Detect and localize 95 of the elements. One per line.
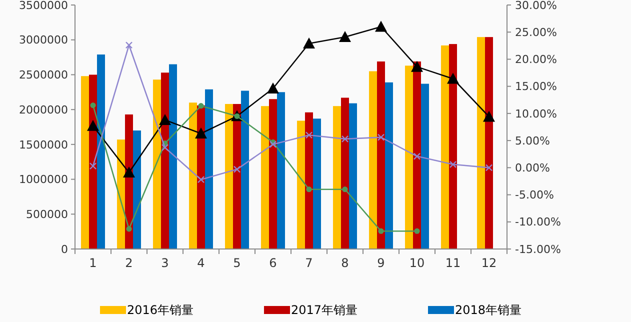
y2-tick-label: 15.00% [515,80,557,94]
bar [277,92,285,249]
point [303,38,315,48]
x-tick-label: 1 [89,256,97,270]
point [89,162,97,170]
y-tick-label: 1000000 [19,173,68,186]
bar [269,99,277,249]
bar [241,90,249,249]
y2-tick-label: 0.00% [515,162,550,175]
x-tick-label: 2 [125,256,133,270]
point [339,30,351,42]
point [123,166,135,178]
bar [169,64,177,249]
point [125,42,133,49]
point [447,72,459,84]
point [269,140,277,148]
y2-tick-label: -10.00% [515,216,561,229]
bar [485,37,493,249]
bar [189,102,197,249]
point [90,102,96,108]
bar [305,112,313,249]
bar [441,45,449,249]
x-tick-label: 8 [341,256,349,270]
bar [405,66,413,249]
bar [81,76,89,249]
point [377,134,385,141]
bar [377,61,385,249]
x-tick-label: 11 [445,256,461,270]
point [414,228,420,234]
y-tick-label: 3000000 [19,34,68,47]
bar [225,104,233,249]
point [341,135,349,143]
bar [449,44,457,249]
y-tick-label: 0 [61,242,68,256]
x-tick-label: 5 [233,256,241,270]
point [485,164,493,172]
bar [477,37,485,249]
bar [161,72,169,249]
y2-tick-label: 25.00% [515,26,557,39]
bar [133,130,141,249]
legend-label: 2018年销量 [455,303,522,317]
bar [413,61,421,249]
bar [205,89,213,249]
bar [369,71,377,249]
point [161,144,169,152]
point [159,114,171,125]
x-tick-label: 4 [197,256,205,270]
y-tick-label: 3500000 [19,0,68,12]
bar [341,98,349,249]
bar [261,106,269,249]
point [378,228,384,234]
bar [333,106,341,249]
bar [385,82,393,249]
bar [117,140,125,249]
point [306,186,312,192]
point [305,132,313,139]
x-tick-label: 10 [409,256,425,270]
point [267,82,279,94]
point [483,110,495,122]
y-tick-label: 2000000 [19,103,68,116]
bar [153,80,161,249]
y2-tick-label: -15.00% [515,242,561,256]
y2-tick-label: 30.00% [515,0,557,12]
point [87,120,99,131]
point [195,128,207,139]
x-tick-label: 7 [305,256,313,270]
bar [233,104,241,249]
y2-tick-label: 5.00% [515,134,550,148]
bar [97,54,105,249]
bar [297,120,305,249]
point [411,60,423,72]
bar [349,103,357,249]
bar [197,105,205,249]
point [233,166,241,173]
x-tick-label: 3 [161,256,169,270]
point [449,160,457,168]
bar [421,84,429,249]
x-tick-label: 12 [481,256,497,270]
y-tick-label: 500000 [26,208,68,221]
point [342,186,348,192]
y-tick-label: 1500000 [19,138,68,152]
bar [313,118,321,249]
legend-label: 2017年销量 [291,303,358,317]
x-tick-label: 6 [269,256,277,270]
point [198,103,204,109]
point [413,152,421,160]
point [126,226,132,232]
y2-tick-label: 10.00% [515,107,557,120]
legend-label: 2016年销量 [127,303,194,317]
point [375,20,387,32]
point [197,176,205,184]
y2-tick-label: 20.00% [515,53,557,66]
y-tick-label: 2500000 [19,68,68,82]
x-tick-label: 9 [377,256,385,270]
y2-tick-label: -5.00% [515,188,554,202]
